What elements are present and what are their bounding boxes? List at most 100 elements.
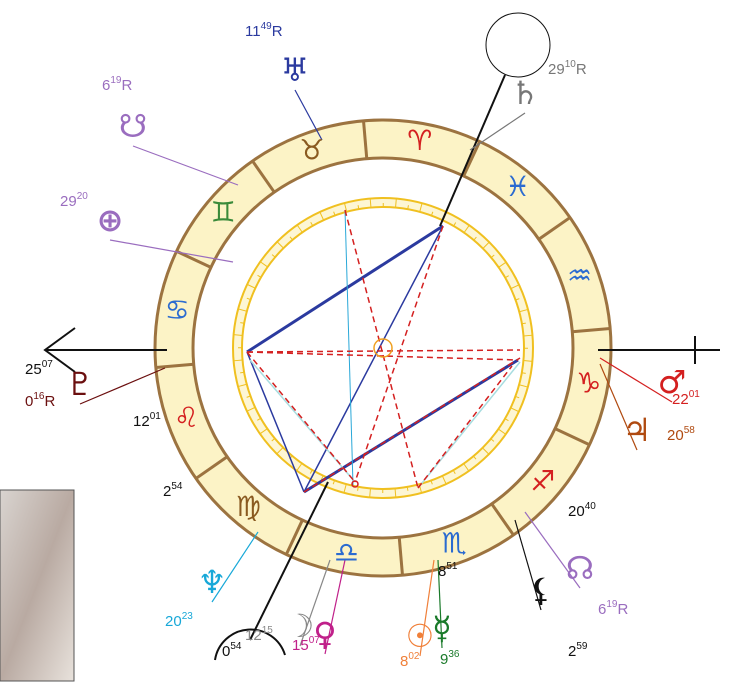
degree-label: 802: [400, 651, 420, 670]
planet-glyph: ☿: [432, 609, 452, 647]
minutes: 15: [262, 625, 274, 636]
degree-label: 2023: [165, 611, 193, 630]
minutes: 40: [585, 501, 597, 512]
degrees: 2: [163, 483, 171, 500]
degree-tick: [358, 205, 359, 209]
minutes: 51: [446, 561, 458, 572]
retrograde: R: [44, 393, 55, 410]
planet-connector: [470, 113, 525, 150]
minutes: 59: [576, 641, 588, 652]
cusp-label: 054: [222, 641, 242, 660]
photo: [0, 490, 74, 681]
degree-tick: [522, 323, 526, 324]
degrees: 29: [548, 61, 565, 78]
minutes: 01: [150, 411, 162, 422]
degrees: 20: [165, 613, 182, 630]
planet-glyph: ♃: [623, 411, 652, 449]
degrees: 9: [440, 651, 448, 668]
minutes: 58: [684, 425, 696, 436]
planet-glyph: ♆: [198, 563, 227, 601]
degree-tick: [240, 323, 244, 324]
planet-glyph: ⊕: [97, 201, 124, 239]
sign-glyph: ♉: [299, 133, 324, 166]
degree-label: 936: [440, 649, 460, 668]
degree-label: 016R: [25, 391, 55, 410]
degrees: 8: [400, 653, 408, 670]
sign-glyph: ♌: [174, 401, 199, 434]
minutes: 23: [182, 611, 194, 622]
cusp-label: 254: [163, 481, 183, 500]
minutes: 16: [33, 391, 45, 402]
degree-label: 2920: [60, 191, 88, 210]
minutes: 20: [77, 191, 89, 202]
minutes: 10: [565, 59, 577, 70]
planet-glyph: ⚸: [529, 571, 552, 609]
degree-label: 2910R: [548, 59, 587, 78]
degrees: 25: [25, 361, 42, 378]
degrees: 0: [222, 643, 230, 660]
sign-glyph: ♈: [407, 124, 432, 157]
degree-tick: [522, 373, 526, 374]
degrees: 22: [672, 391, 689, 408]
degrees: 20: [667, 427, 684, 444]
minutes: 49: [261, 21, 273, 32]
retrograde: R: [576, 61, 587, 78]
planet-connector: [133, 146, 238, 185]
sign-glyph: ♎: [334, 536, 359, 569]
planet-glyph: ☉: [406, 617, 435, 655]
cusp-label: 2507: [25, 359, 53, 378]
cusp-label: 1201: [133, 411, 161, 430]
retrograde: R: [272, 23, 283, 40]
minutes: 54: [171, 481, 183, 492]
retrograde: R: [121, 77, 132, 94]
degrees: 12: [133, 413, 150, 430]
sign-glyph: ♐: [530, 465, 555, 498]
degree-tick: [358, 487, 359, 491]
cusp-label: 2040: [568, 501, 596, 520]
degree-label: 619R: [102, 75, 132, 94]
degrees: 11: [245, 23, 261, 40]
degrees: 20: [568, 503, 585, 520]
minutes: 19: [606, 599, 618, 610]
degree-label: 2201: [672, 389, 700, 408]
degree-label: 2058: [667, 425, 695, 444]
planet-glyph: ♄: [511, 74, 540, 112]
degree-tick: [407, 487, 408, 491]
degree-label: 1215: [245, 625, 273, 644]
degree-label: 259: [568, 641, 588, 660]
degree-label: 619R: [598, 599, 628, 618]
planet-glyph: ♅: [281, 51, 310, 89]
degrees: 8: [438, 563, 446, 580]
minutes: 07: [309, 635, 321, 646]
degrees: 12: [245, 627, 262, 644]
aspect-circle: [242, 207, 524, 489]
planet-glyph: ☊: [566, 549, 594, 587]
degree-tick: [240, 372, 244, 373]
minutes: 01: [689, 389, 701, 400]
degree-label: 1149R: [245, 21, 283, 40]
planet-glyph: ☋: [119, 107, 147, 145]
retrograde: R: [617, 601, 628, 618]
sign-glyph: ♓: [505, 170, 530, 203]
minutes: 07: [42, 359, 54, 370]
sign-glyph: ♋: [165, 293, 190, 326]
sign-glyph: ♏: [442, 527, 467, 560]
planet-glyph: ♇: [66, 365, 95, 403]
degrees: 6: [598, 601, 606, 618]
degrees: 0: [25, 393, 33, 410]
degrees: 6: [102, 77, 110, 94]
sign-glyph: ♑: [576, 367, 601, 400]
cusp-label: 851: [438, 561, 458, 580]
degrees: 2: [568, 643, 576, 660]
sign-glyph: ♒: [567, 259, 592, 292]
sign-glyph: ♍: [236, 490, 261, 523]
minutes: 36: [448, 649, 460, 660]
degree-tick: [408, 205, 409, 209]
minutes: 02: [408, 651, 420, 662]
degrees: 29: [60, 193, 77, 210]
sign-glyph: ♊: [211, 195, 236, 228]
horoscope-chart: ♅1149R♄2910R☋619R⊕2920♇016R♂2201♃2058☊61…: [0, 0, 734, 682]
minutes: 54: [230, 641, 242, 652]
degrees: 15: [292, 637, 309, 654]
minutes: 19: [110, 75, 122, 86]
